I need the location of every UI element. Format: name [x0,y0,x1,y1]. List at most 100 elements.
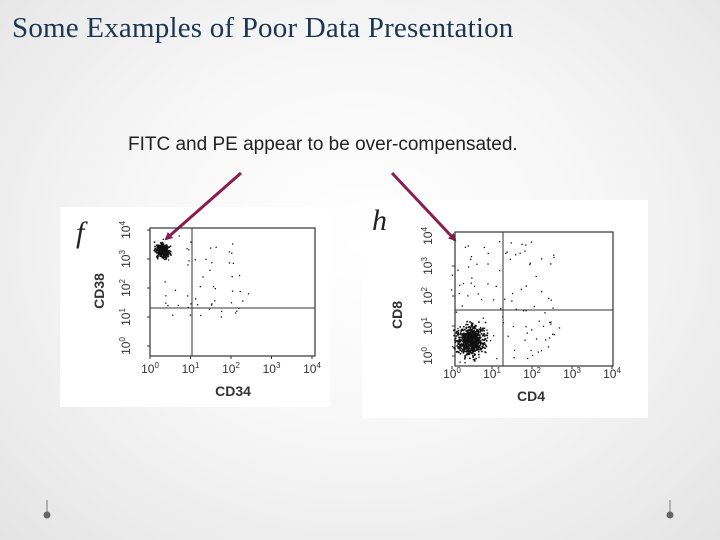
tick-exponent: 2 [420,287,429,292]
event-dot [463,345,465,348]
event-dot [470,333,473,336]
event-dot [465,340,467,342]
event-dot [474,331,476,333]
event-dot [480,348,483,350]
event-dot [460,343,463,345]
event-dot [168,250,170,253]
event-dot [477,330,479,333]
event-dot [465,346,467,348]
event-dot [458,342,460,344]
event-dot [476,263,478,265]
event-dot [535,275,537,278]
event-dot [502,316,504,318]
event-dot [187,306,189,309]
event-dot [505,252,507,254]
event-dot [463,336,466,338]
event-dot [454,348,456,350]
event-dot [464,347,466,350]
event-dot [167,304,169,307]
event-dot [530,349,532,352]
event-dot [545,339,547,341]
tick-exponent: 0 [154,361,159,370]
event-dot [168,253,170,255]
event-dot [457,329,460,332]
event-dot [455,337,457,340]
event-dot [209,269,211,271]
event-dot [462,348,465,350]
event-dot [190,303,192,305]
event-dot [164,258,166,261]
plot-frame [149,227,316,357]
event-dot [542,325,545,327]
event-dot [467,295,469,297]
event-dot [158,252,161,254]
event-dot [164,252,167,255]
event-dot [460,344,462,346]
event-dot [457,343,459,345]
event-dot [478,356,480,358]
event-dot [458,338,461,341]
event-dot [202,276,204,278]
event-dot [485,345,488,348]
event-dot [156,254,159,257]
tick-label: 103 [118,250,133,268]
event-dot [484,347,486,350]
event-dot [167,255,170,257]
event-dot [474,353,476,356]
event-dot [462,349,464,351]
tick-base: 10 [523,367,537,381]
event-dot [468,353,471,355]
event-dot [160,246,162,249]
event-dot [473,358,476,361]
event-dot [453,346,455,349]
event-dot [507,335,509,337]
event-dot [162,249,165,251]
event-dot [552,333,554,335]
event-dot [166,246,168,248]
event-dot [512,325,514,328]
event-dot [524,250,526,252]
event-dot [471,333,474,335]
event-dot [484,339,486,341]
event-dot [168,246,170,248]
event-dot [552,307,554,309]
event-dot [459,346,462,349]
event-dot [220,316,222,318]
event-dot [456,350,459,353]
event-dot [477,350,480,353]
y-axis-label: CD38 [91,273,107,309]
event-dot [499,241,501,243]
event-dot [486,329,488,331]
event-dot [466,349,468,352]
event-dot [467,323,469,326]
event-dot [467,350,469,353]
event-dot [472,335,474,338]
event-dot [156,248,159,250]
event-dot [238,307,240,309]
event-dot [500,308,502,310]
event-dot [188,260,190,262]
event-dot [153,241,156,243]
event-dot [456,345,458,347]
event-dot [463,334,465,336]
event-dot [548,297,550,299]
event-dot [162,247,165,249]
event-dot [165,255,167,257]
event-dot [471,332,473,334]
event-dot [464,246,467,248]
event-dot [461,344,464,346]
event-dot [470,341,472,343]
tick-label: 102 [222,361,240,376]
event-dot [160,255,163,257]
event-dot [156,244,159,247]
event-dot [463,325,465,328]
event-dot [228,251,231,253]
event-dot [466,334,469,336]
tick-label: 103 [420,257,435,275]
event-dot [524,339,526,341]
event-dot [159,255,162,258]
tick-base: 10 [182,362,196,376]
event-dot [470,329,472,332]
